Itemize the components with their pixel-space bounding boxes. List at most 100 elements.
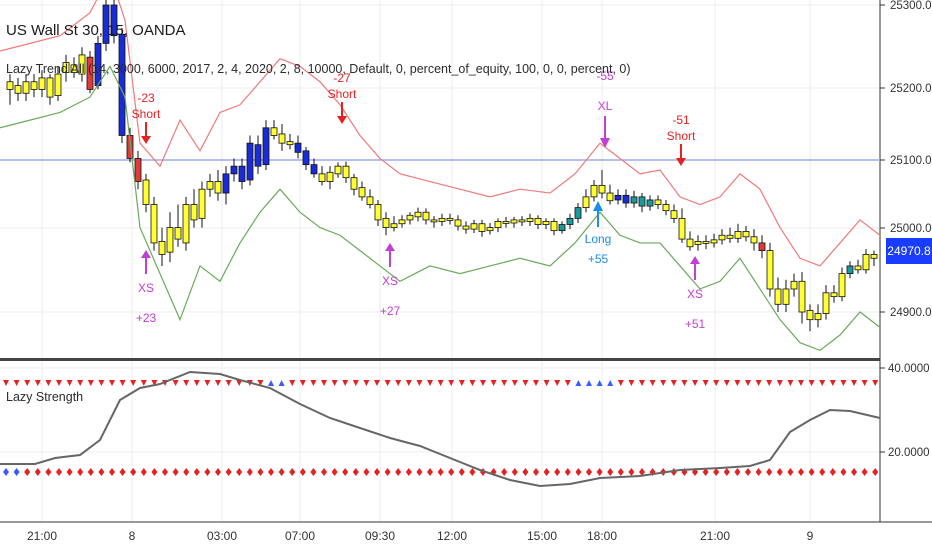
strength-signal-down: [130, 380, 137, 386]
strength-diamond: [24, 468, 31, 476]
strength-diamond: [628, 468, 635, 476]
upper-band: [0, 0, 881, 267]
candle-body: [262, 127, 270, 166]
strength-diamond: [427, 468, 433, 476]
strength-signal-down: [331, 380, 338, 386]
strength-diamond: [331, 468, 338, 476]
candle-body: [62, 62, 70, 73]
candle-body: [694, 240, 702, 245]
candle-body: [518, 219, 526, 223]
candle-body: [614, 194, 622, 201]
strength-diamond: [405, 468, 412, 476]
pane-separator: [0, 358, 880, 361]
strength-signal-down: [172, 380, 179, 386]
trade-arrowhead: [593, 201, 603, 211]
strength-signal-down: [692, 380, 698, 386]
price-tick-label: 25000.0: [890, 223, 932, 235]
strength-diamond: [278, 468, 285, 476]
candle-body: [622, 194, 630, 204]
trade-label: Long: [585, 232, 612, 246]
sub-pane-title[interactable]: Lazy Strength: [6, 390, 84, 404]
strength-diamond: [119, 468, 126, 476]
strength-signal-down: [448, 380, 455, 386]
strength-signal-down: [193, 380, 200, 386]
strength-signal-down: [13, 380, 20, 386]
strength-diamond: [172, 468, 179, 476]
candle-body: [22, 81, 30, 94]
strength-diamond: [130, 468, 137, 476]
trade-label: XS: [138, 281, 154, 295]
candle-body: [630, 196, 638, 204]
time-tick-label: 18:00: [587, 529, 617, 543]
strength-signal-down: [458, 380, 465, 386]
candle-body: [142, 179, 150, 205]
strength-diamond: [352, 468, 359, 476]
candle-body: [558, 224, 566, 232]
candle-body: [294, 142, 302, 153]
candle-body: [342, 165, 350, 179]
price-tick-label: 25200.0: [890, 83, 932, 95]
candle-body: [782, 288, 790, 305]
strength-signal-down: [109, 380, 115, 386]
candle-body: [198, 188, 206, 219]
strength-diamond: [533, 468, 539, 476]
candle-body: [494, 221, 502, 228]
strength-signal-down: [45, 380, 52, 386]
candle-body: [502, 221, 510, 224]
candle-body: [150, 204, 158, 244]
strength-diamond: [363, 468, 370, 476]
strength-diamond: [56, 468, 62, 476]
strength-signal-down: [183, 380, 190, 386]
candle-body: [30, 81, 38, 90]
strength-signal-down: [480, 380, 486, 386]
strength-diamond: [45, 468, 52, 476]
chart-title: US Wall St 30, 15, OANDA: [6, 22, 186, 39]
candle-body: [278, 133, 286, 144]
indicator-params[interactable]: Lazy Trend All (14, 3000, 6000, 2017, 2,…: [6, 62, 631, 76]
strength-signal-down: [225, 380, 232, 386]
trade-value: -27: [333, 71, 351, 85]
candle-body: [774, 288, 782, 305]
candle-body: [334, 165, 342, 175]
strength-signal-down: [723, 380, 730, 386]
strength-diamond: [702, 468, 709, 476]
strength-diamond: [522, 468, 529, 476]
candle-body: [598, 184, 606, 194]
strength-signal-down: [829, 380, 836, 386]
candle-body: [254, 144, 262, 167]
lower-band: [0, 65, 881, 352]
strength-signal-down: [511, 380, 518, 386]
strength-signal-down: [851, 380, 857, 386]
strength-signal-down: [734, 380, 741, 386]
strength-diamond: [617, 468, 624, 476]
strength-diamond: [787, 468, 794, 476]
strength-diamond: [87, 468, 94, 476]
candle-body: [654, 199, 662, 205]
candle-body: [454, 219, 462, 227]
sub-tick-label: 40.0000: [888, 363, 930, 375]
strength-signal-down: [140, 380, 147, 386]
strength-signal-down: [405, 380, 412, 386]
candle-body: [862, 254, 870, 271]
strength-diamond: [77, 468, 84, 476]
sub-tick-label: 20.0000: [888, 447, 930, 459]
trade-value: +27: [380, 304, 401, 318]
candle-body: [430, 219, 438, 223]
candle-body: [822, 292, 830, 314]
strength-diamond: [236, 468, 243, 476]
candle-body: [270, 127, 278, 136]
candle-body: [350, 177, 358, 190]
candle-body: [838, 273, 846, 298]
strength-diamond: [458, 468, 465, 476]
strength-signal-down: [554, 380, 561, 386]
candle-body: [222, 173, 230, 194]
strength-signal-down: [363, 380, 370, 386]
strength-signal-down: [787, 380, 794, 386]
candle-body: [374, 204, 382, 221]
candle-body: [406, 214, 414, 221]
strength-diamond: [448, 468, 455, 476]
strength-diamond: [204, 468, 211, 476]
strength-signal-down: [289, 380, 296, 386]
